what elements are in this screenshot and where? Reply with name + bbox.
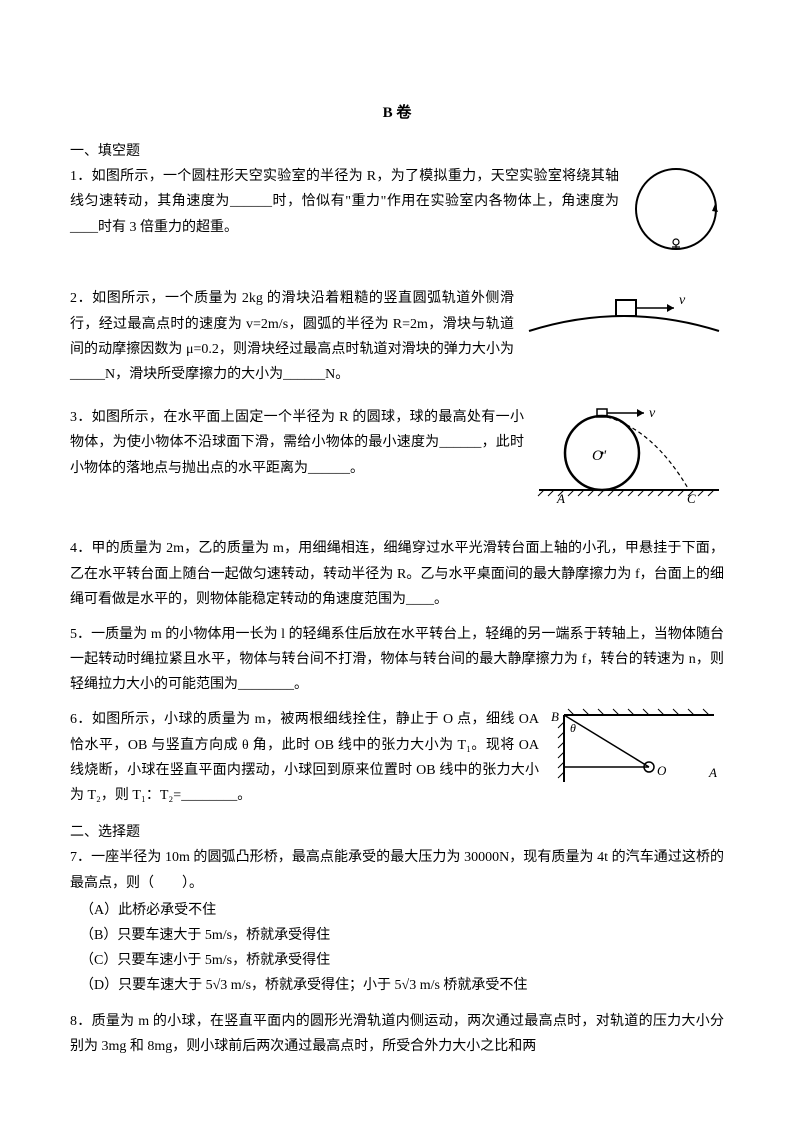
question-8: 8．质量为 m 的小球，在竖直平面内的圆形光滑轨道内侧运动，两次通过最高点时，对… bbox=[70, 1009, 724, 1059]
svg-text:O': O' bbox=[592, 448, 607, 464]
q7-option-b: （B）只要车速大于 5m/s，桥就承受得住 bbox=[80, 923, 724, 948]
q7-option-a: （A）此桥必承受不住 bbox=[80, 898, 724, 923]
svg-text:v: v bbox=[649, 406, 656, 421]
q1-figure bbox=[629, 164, 724, 268]
question-6: 6．如图所示，小球的质量为 m，被两根细线拴住，静止于 O 点，细线 OA 恰水… bbox=[70, 707, 724, 808]
q7-option-d: （D）只要车速大于 5√3 m/s，桥就承受得住；小于 5√3 m/s 桥就承受… bbox=[80, 973, 724, 998]
q2-text: 2．如图所示，一个质量为 2kg 的滑块沿着粗糙的竖直圆弧轨道外侧滑行，经过最高… bbox=[70, 286, 514, 387]
svg-text:v: v bbox=[679, 293, 686, 308]
section-1-header: 一、填空题 bbox=[70, 139, 724, 164]
q2-figure: v bbox=[524, 286, 724, 355]
q6-text: 6．如图所示，小球的质量为 m，被两根细线拴住，静止于 O 点，细线 OA 恰水… bbox=[70, 707, 539, 808]
svg-text:B: B bbox=[551, 709, 559, 724]
q3-text: 3．如图所示，在水平面上固定一个半径为 R 的圆球，球的最高处有一小物体，为使小… bbox=[70, 405, 524, 481]
q7-text: 7．一座半径为 10m 的圆弧凸形桥，最高点能承受的最大压力为 30000N，现… bbox=[70, 845, 724, 895]
section-2-header: 二、选择题 bbox=[70, 820, 724, 845]
q4-text: 4．甲的质量为 2m，乙的质量为 m，用细绳相连，细绳穿过水平光滑转台面上轴的小… bbox=[70, 536, 724, 612]
q5-text: 5．一质量为 m 的小物体用一长为 l 的轻绳系住后放在水平转台上，轻绳的另一端… bbox=[70, 622, 724, 698]
question-2: 2．如图所示，一个质量为 2kg 的滑块沿着粗糙的竖直圆弧轨道外侧滑行，经过最高… bbox=[70, 286, 724, 387]
q7-option-c: （C）只要车速小于 5m/s，桥就承受得住 bbox=[80, 948, 724, 973]
svg-text:O: O bbox=[657, 763, 667, 778]
q8-text: 8．质量为 m 的小球，在竖直平面内的圆形光滑轨道内侧运动，两次通过最高点时，对… bbox=[70, 1009, 724, 1059]
svg-text:A: A bbox=[708, 765, 717, 780]
question-7: 7．一座半径为 10m 的圆弧凸形桥，最高点能承受的最大压力为 30000N，现… bbox=[70, 845, 724, 998]
q6-figure: B θ O A bbox=[549, 707, 724, 801]
q3-figure: O' v A C bbox=[534, 405, 724, 514]
svg-text:θ: θ bbox=[570, 721, 576, 735]
exam-title: B 卷 bbox=[70, 100, 724, 127]
question-1: 1．如图所示，一个圆柱形天空实验室的半径为 R，为了模拟重力，天空实验室将绕其轴… bbox=[70, 164, 724, 268]
q1-text: 1．如图所示，一个圆柱形天空实验室的半径为 R，为了模拟重力，天空实验室将绕其轴… bbox=[70, 164, 619, 240]
svg-text:C: C bbox=[687, 491, 696, 505]
svg-text:A: A bbox=[556, 491, 565, 505]
question-4: 4．甲的质量为 2m，乙的质量为 m，用细绳相连，细绳穿过水平光滑转台面上轴的小… bbox=[70, 536, 724, 612]
question-3: 3．如图所示，在水平面上固定一个半径为 R 的圆球，球的最高处有一小物体，为使小… bbox=[70, 405, 724, 514]
question-5: 5．一质量为 m 的小物体用一长为 l 的轻绳系住后放在水平转台上，轻绳的另一端… bbox=[70, 622, 724, 698]
